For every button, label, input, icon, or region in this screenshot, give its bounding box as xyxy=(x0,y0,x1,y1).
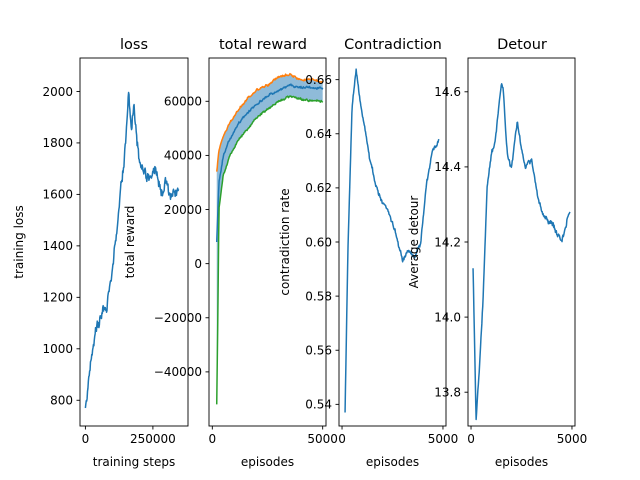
axes-frame xyxy=(79,57,189,427)
subplot-1: 0 250000 800 1000 1200 1400 1600 1800 2000 loss tr… xyxy=(12,37,189,469)
plot-area xyxy=(472,83,571,421)
x-tick-label: 0 xyxy=(338,432,346,446)
plot-area xyxy=(215,72,324,405)
series-line-3 xyxy=(215,95,324,405)
subplot-3: 0 50000.540.560.580.600.620.640.66Contrad… xyxy=(278,37,458,469)
y-tick-label: 2000 xyxy=(42,85,73,99)
y-tick-label: 60000 xyxy=(164,95,202,109)
x-tick-label: 5000 xyxy=(557,432,588,446)
x-tick-label: 5000 xyxy=(307,432,338,446)
y-tick-label: 40000 xyxy=(164,149,202,163)
y-tick-label: −20000 xyxy=(154,311,202,325)
y-tick-label: 1000 xyxy=(42,342,73,356)
y-tick-label: 0 xyxy=(194,257,202,271)
series-line-1 xyxy=(84,91,180,409)
y-tick-label: 14.6 xyxy=(434,85,461,99)
y-tick-label: 0.54 xyxy=(305,398,332,412)
y-axis-label: training loss xyxy=(12,205,26,278)
subplot-title: Detour xyxy=(497,37,547,53)
y-axis-label: total reward xyxy=(123,206,137,279)
y-tick-label: 0.64 xyxy=(305,127,332,141)
subplot-2: 0 5000 −40000 −20000 0 20000 40000 60000 total r… xyxy=(123,37,338,469)
series-line-2 xyxy=(215,83,324,243)
y-tick-label: 13.8 xyxy=(434,386,461,400)
y-tick-label: 0.58 xyxy=(305,289,332,303)
y-tick-label: 1400 xyxy=(42,239,73,253)
plot-area xyxy=(84,91,180,409)
y-tick-label: 0.66 xyxy=(305,73,332,87)
x-axis-label: training steps xyxy=(93,455,176,469)
y-tick-label: 14.4 xyxy=(434,160,461,174)
x-tick-label: 0 xyxy=(467,432,475,446)
axes-frame xyxy=(208,57,327,427)
y-tick-label: 1200 xyxy=(42,291,73,305)
x-axis-label: episodes xyxy=(495,455,548,469)
x-axis-label: episodes xyxy=(366,455,419,469)
x-tick-label: 0 xyxy=(208,432,216,446)
subplot-4: 0 5000 13.8 14.0 14.2 14.4 14.6 Detour episodes A… xyxy=(407,37,587,469)
axes-frame xyxy=(338,57,447,427)
series-line-1 xyxy=(344,68,440,413)
subplot-title: Contradiction xyxy=(344,37,442,53)
plot-area xyxy=(344,68,440,413)
subplot-title: total reward xyxy=(219,37,307,53)
x-axis-label: episodes xyxy=(241,455,294,469)
y-axis-label: contradiction rate xyxy=(278,188,292,295)
subplot-title: loss xyxy=(120,37,148,53)
y-tick-label: 14.0 xyxy=(434,310,461,324)
y-tick-label: 0.60 xyxy=(305,235,332,249)
y-tick-label: 800 xyxy=(50,394,73,408)
y-tick-label: −40000 xyxy=(154,365,202,379)
x-tick-label: 5000 xyxy=(428,432,459,446)
y-tick-label: 1600 xyxy=(42,188,73,202)
y-tick-label: 0.56 xyxy=(305,344,332,358)
y-axis-label: Average detour xyxy=(407,196,421,289)
x-tick-label: 250000 xyxy=(130,432,176,446)
y-tick-label: 1800 xyxy=(42,136,73,150)
y-tick-label: 14.2 xyxy=(434,235,461,249)
y-tick-label: 20000 xyxy=(164,203,202,217)
series-line-1 xyxy=(472,83,571,421)
series-line-1 xyxy=(215,72,324,172)
axes-frame xyxy=(467,57,576,427)
y-tick-label: 0.62 xyxy=(305,181,332,195)
x-tick-label: 0 xyxy=(82,432,90,446)
